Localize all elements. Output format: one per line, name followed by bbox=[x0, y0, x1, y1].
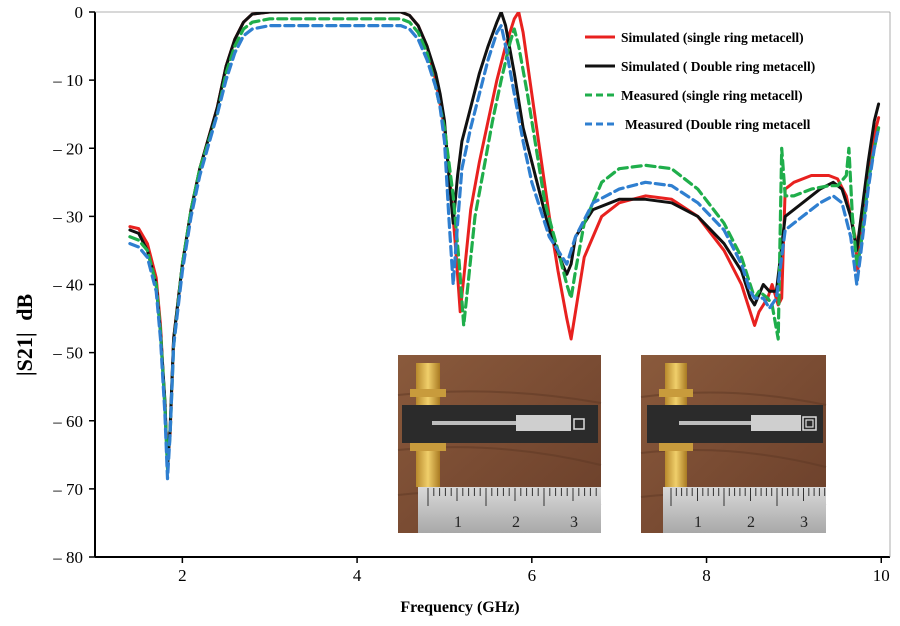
legend-label: Measured (Double ring metacell bbox=[625, 117, 811, 132]
sma-connector-top bbox=[416, 363, 440, 405]
x-tick-label: 4 bbox=[353, 566, 362, 585]
y-ticks: 0 – 10 – 20 – 30 – 40 – 50 – 60 – 70 – 80 bbox=[52, 3, 95, 567]
y-tick-label: – 30 bbox=[52, 207, 83, 226]
legend-label: Simulated ( Double ring metacell) bbox=[621, 59, 815, 74]
legend: Simulated (single ring metacell) Simulate… bbox=[585, 30, 815, 132]
svg-text:|S21| dB: |S21| dB bbox=[12, 294, 37, 377]
series-line-4 bbox=[128, 24, 881, 481]
x-tick-label: 6 bbox=[528, 566, 537, 585]
microstrip-line bbox=[432, 421, 522, 425]
x-axis-label: Frequency (GHz) bbox=[400, 599, 519, 616]
inner-ring-metacell bbox=[805, 419, 814, 428]
ruler-label: 3 bbox=[570, 514, 578, 531]
stub-patch bbox=[751, 415, 801, 431]
ruler-label: 3 bbox=[800, 514, 808, 531]
sma-flange-top bbox=[410, 389, 446, 397]
y-tick-label: – 10 bbox=[52, 71, 83, 90]
stub-patch bbox=[516, 415, 571, 431]
y-tick-label: 0 bbox=[75, 3, 84, 22]
outer-ring-metacell bbox=[802, 416, 817, 431]
sma-connector-bottom bbox=[416, 447, 440, 487]
legend-label: Measured (single ring metacell) bbox=[621, 88, 803, 103]
ruler bbox=[663, 487, 826, 533]
sma-flange-top bbox=[659, 389, 693, 397]
y-tick-label: – 20 bbox=[52, 139, 83, 158]
inset-photo-double-ring: 1 2 3 bbox=[640, 355, 827, 533]
y-tick-label: – 50 bbox=[52, 344, 83, 363]
y-axis-label: |S21| dB bbox=[12, 294, 37, 377]
x-ticks: 2 4 6 8 10 bbox=[178, 557, 890, 585]
y-axis-label-main: |S21| bbox=[12, 332, 37, 376]
sma-connector-bottom bbox=[665, 447, 687, 487]
ruler-ticks bbox=[670, 488, 826, 506]
x-tick-label: 10 bbox=[873, 566, 890, 585]
inset-photo-single-ring: 1 2 3 bbox=[397, 355, 602, 533]
ruler-label: 2 bbox=[512, 514, 520, 531]
ruler-label: 1 bbox=[454, 514, 462, 531]
y-axis-label-unit: dB bbox=[12, 294, 37, 321]
y-tick-label: – 40 bbox=[52, 276, 83, 295]
legend-label: Simulated (single ring metacell) bbox=[621, 30, 804, 45]
ring-metacell bbox=[573, 418, 585, 430]
series-layer bbox=[128, 12, 881, 481]
microstrip-line bbox=[679, 421, 759, 425]
y-tick-label: – 70 bbox=[52, 480, 83, 499]
y-tick-label: – 60 bbox=[52, 412, 83, 431]
x-tick-label: 2 bbox=[178, 566, 187, 585]
x-tick-label: 8 bbox=[702, 566, 711, 585]
ruler-ticks bbox=[427, 488, 597, 506]
sma-connector-top bbox=[665, 363, 687, 405]
ruler-label: 2 bbox=[747, 514, 755, 531]
sma-flange-bottom bbox=[659, 443, 693, 451]
ruler-label: 1 bbox=[694, 514, 702, 531]
y-tick-label: – 80 bbox=[52, 548, 83, 567]
sma-flange-bottom bbox=[410, 443, 446, 451]
